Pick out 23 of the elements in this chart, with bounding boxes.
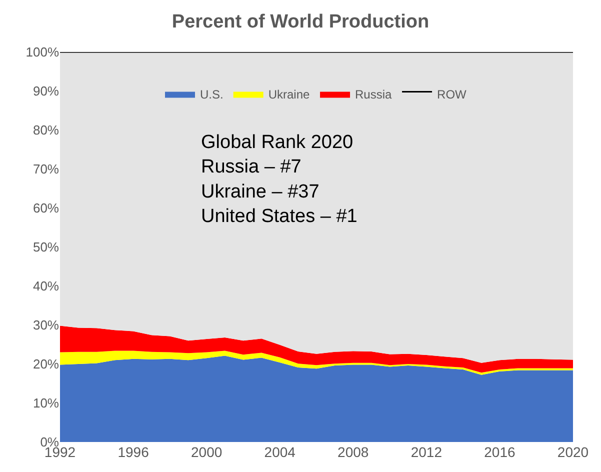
y-tick-label: 100% xyxy=(26,44,60,60)
x-tick-label: 2000 xyxy=(190,444,222,460)
x-tick-label: 2016 xyxy=(484,444,516,460)
legend-label: Ukraine xyxy=(268,87,310,102)
x-tick-label: 2008 xyxy=(338,444,369,460)
x-tick-label: 1996 xyxy=(118,444,150,460)
y-tick-label: 70% xyxy=(32,162,60,177)
y-tick-label: 10% xyxy=(32,396,60,411)
y-tick-label: 80% xyxy=(32,122,60,138)
chart-title: Percent of World Production xyxy=(172,11,430,32)
x-tick-label: 2004 xyxy=(264,444,296,460)
y-tick-label: 60% xyxy=(32,200,60,216)
y-tick-label: 40% xyxy=(32,278,60,294)
series-label: ROW xyxy=(437,87,468,102)
annotation: Global Rank 2020 Russia – #7 Ukraine – #37 United States – #1 xyxy=(201,132,358,228)
y-tick-label: 30% xyxy=(32,318,60,333)
y-tick-label: 50% xyxy=(32,240,60,255)
y-tick-label: 90% xyxy=(32,84,60,99)
legend-label: U.S. xyxy=(200,87,224,102)
y-tick-label: 20% xyxy=(32,356,60,372)
x-tick-label: 2020 xyxy=(557,444,589,460)
x-tick-label: 2012 xyxy=(410,444,442,460)
legend-label: Russia xyxy=(355,87,392,102)
